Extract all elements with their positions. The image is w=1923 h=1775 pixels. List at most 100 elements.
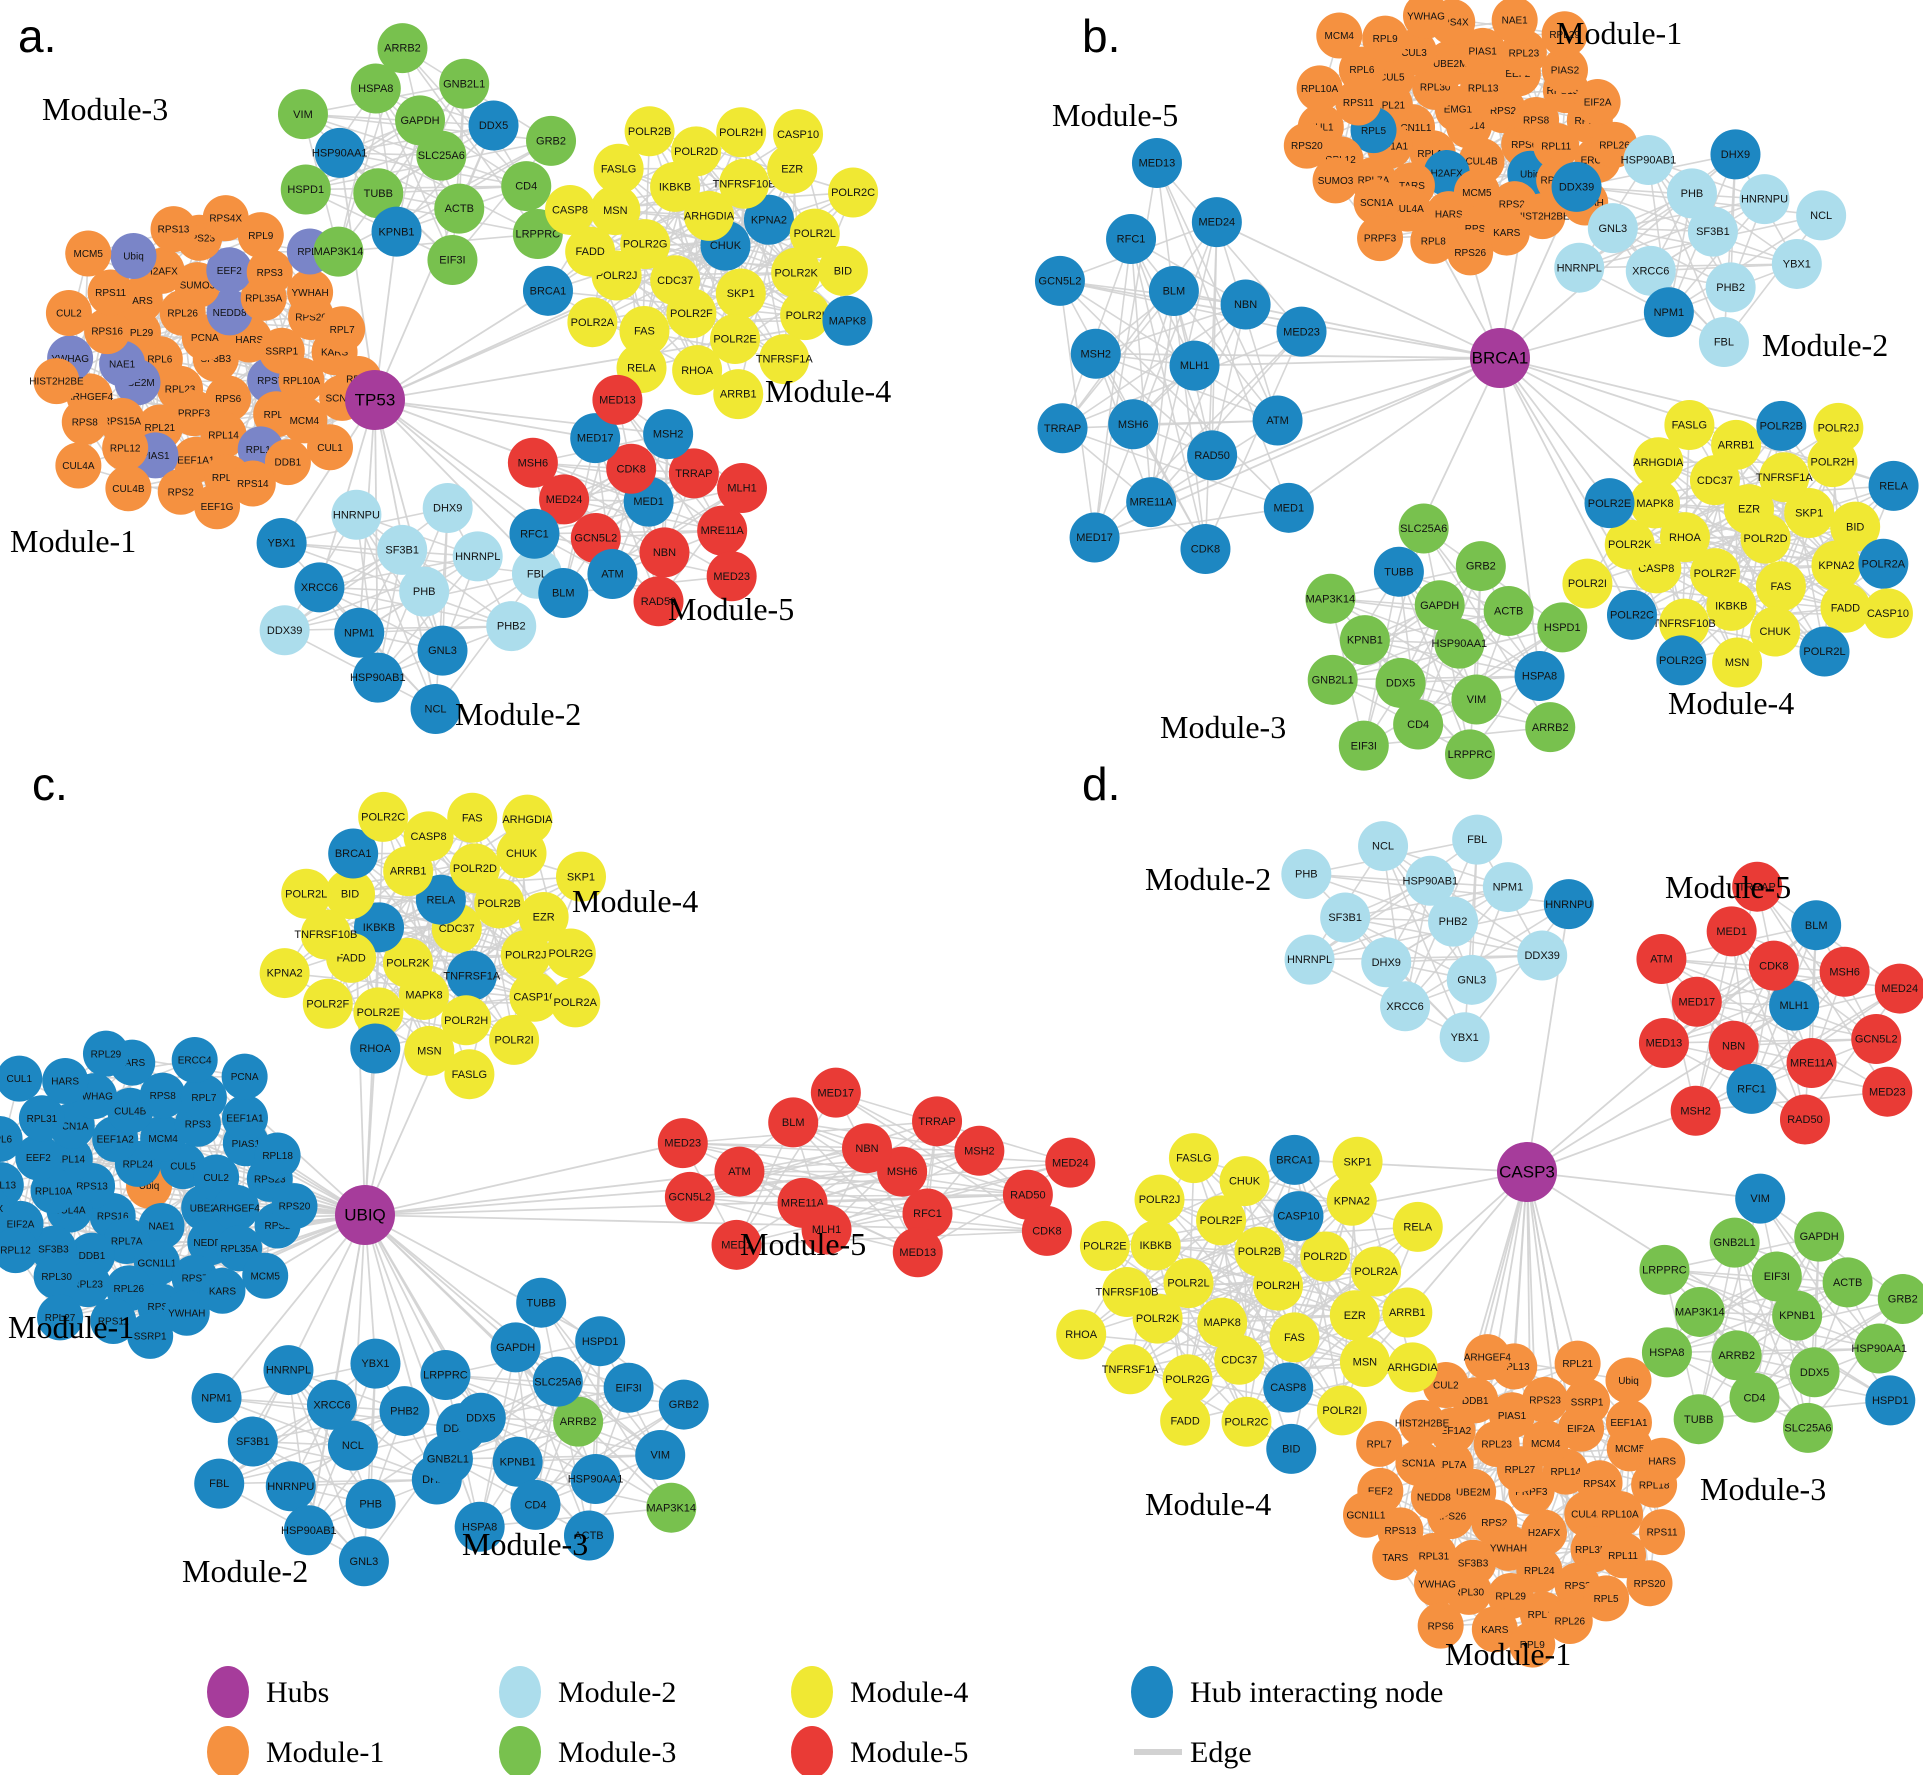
node-ARRB1[interactable]: [713, 369, 764, 420]
node-XRCC6[interactable]: [294, 562, 345, 613]
hub-node-CASP3[interactable]: [1497, 1142, 1557, 1202]
node-MED17[interactable]: [1671, 976, 1722, 1027]
node-TARS[interactable]: [1372, 1534, 1419, 1581]
node-LRPPRC[interactable]: [420, 1349, 471, 1400]
node-ERCC4[interactable]: [171, 1036, 218, 1083]
node-HNRNPL[interactable]: [1554, 242, 1605, 293]
node-RPL8[interactable]: [1410, 217, 1457, 264]
node-POLR2I[interactable]: [1316, 1385, 1367, 1436]
node-POLR2L[interactable]: [789, 208, 840, 259]
node-MSN[interactable]: [1339, 1337, 1390, 1388]
node-TRRAP[interactable]: [912, 1096, 963, 1147]
node-DDX5[interactable]: [1789, 1347, 1840, 1398]
node-PHB2[interactable]: [379, 1386, 430, 1437]
node-RPL9[interactable]: [1509, 1621, 1556, 1668]
node-VIM[interactable]: [277, 89, 328, 140]
node-NBN[interactable]: [1220, 279, 1271, 330]
node-NBN[interactable]: [842, 1123, 893, 1174]
hub-node-TP53[interactable]: [345, 370, 405, 430]
node-RHOA[interactable]: [350, 1023, 401, 1074]
node-EZR[interactable]: [1724, 484, 1775, 535]
node-RELA[interactable]: [415, 874, 466, 925]
node-CHUK[interactable]: [1750, 606, 1801, 657]
node-RFC1[interactable]: [1106, 214, 1157, 265]
node-HNRNPU[interactable]: [265, 1461, 316, 1512]
node-POLR2E[interactable]: [1079, 1220, 1130, 1271]
node-KARS[interactable]: [1483, 209, 1530, 256]
node-POLR2H[interactable]: [716, 107, 767, 158]
node-RPS20[interactable]: [1626, 1560, 1673, 1607]
node-ATM[interactable]: [587, 549, 638, 600]
node-POLR2I[interactable]: [489, 1014, 540, 1065]
node-CASP8[interactable]: [1263, 1362, 1314, 1413]
node-EIF3I[interactable]: [1751, 1251, 1802, 1302]
node-GNB2L1[interactable]: [439, 58, 490, 109]
node-GNB2L1[interactable]: [1709, 1217, 1760, 1268]
node-PHB2[interactable]: [486, 601, 537, 652]
node-FASLG[interactable]: [444, 1049, 495, 1100]
node-TNFRSF1A[interactable]: [759, 334, 810, 385]
node-TNFRSF1A[interactable]: [1759, 452, 1810, 503]
node-BRCA1[interactable]: [522, 265, 573, 316]
node-HSPD1[interactable]: [280, 164, 331, 215]
node-YBX1[interactable]: [350, 1338, 401, 1389]
node-POLR2F[interactable]: [302, 978, 353, 1029]
node-NPM1[interactable]: [191, 1373, 242, 1424]
node-CASP10[interactable]: [1273, 1191, 1324, 1242]
node-ACTB[interactable]: [1822, 1257, 1873, 1308]
node-HSPD1[interactable]: [1537, 602, 1588, 653]
node-CASP10[interactable]: [773, 109, 824, 160]
node-SLC25A6[interactable]: [1782, 1402, 1833, 1453]
node-FADD[interactable]: [1160, 1395, 1211, 1446]
node-RPS20[interactable]: [271, 1183, 318, 1230]
node-HSP90AB1[interactable]: [283, 1505, 334, 1556]
node-RPL26[interactable]: [1546, 1598, 1593, 1645]
node-POLR2C[interactable]: [828, 167, 879, 218]
node-HARS[interactable]: [1639, 1437, 1686, 1484]
node-POLR2L[interactable]: [1163, 1258, 1214, 1309]
node-RPS11[interactable]: [90, 1298, 137, 1345]
node-HSPA8[interactable]: [454, 1501, 505, 1552]
node-SLC25A6[interactable]: [1398, 503, 1449, 554]
node-MSH2[interactable]: [954, 1125, 1005, 1176]
node-RPL31[interactable]: [18, 1095, 65, 1142]
node-POLR2G[interactable]: [545, 928, 596, 979]
node-CDK8[interactable]: [1180, 523, 1231, 574]
node-MAP3K14[interactable]: [313, 226, 364, 277]
node-MSN[interactable]: [404, 1025, 455, 1076]
node-HSPD1[interactable]: [1865, 1375, 1916, 1426]
node-RHOA[interactable]: [672, 345, 723, 396]
node-BLM[interactable]: [1148, 266, 1199, 317]
node-FASLG[interactable]: [593, 143, 644, 194]
node-TRRAP[interactable]: [1732, 861, 1783, 912]
node-MRE11A[interactable]: [1786, 1038, 1837, 1089]
node-RPL6[interactable]: [0, 1115, 23, 1162]
node-CD4[interactable]: [1729, 1372, 1780, 1423]
node-HNRNPU[interactable]: [1543, 879, 1594, 930]
node-TUBB[interactable]: [516, 1277, 567, 1328]
node-MAP3K14[interactable]: [1305, 573, 1356, 624]
node-POLR2G[interactable]: [1162, 1354, 1213, 1405]
node-YWHAG[interactable]: [1414, 1560, 1461, 1607]
node-EIF3I[interactable]: [1338, 720, 1389, 771]
node-TNFRSF10B[interactable]: [719, 158, 770, 209]
node-MAPK8[interactable]: [398, 969, 449, 1020]
node-ARRB2[interactable]: [377, 23, 428, 74]
node-POLR2I[interactable]: [780, 290, 831, 341]
node-SKP1[interactable]: [1784, 487, 1835, 538]
node-RFC1[interactable]: [1726, 1063, 1777, 1114]
node-POLR2D[interactable]: [449, 843, 500, 894]
node-BLM[interactable]: [538, 568, 589, 619]
node-RPL11[interactable]: [1533, 122, 1580, 169]
node-CASP10[interactable]: [1862, 588, 1913, 639]
node-RPL12[interactable]: [102, 424, 149, 471]
node-FAS[interactable]: [1269, 1312, 1320, 1363]
node-DDB1[interactable]: [264, 439, 311, 486]
node-SLC25A6[interactable]: [532, 1356, 583, 1407]
node-EIF2A[interactable]: [1574, 79, 1621, 126]
node-MED23[interactable]: [657, 1118, 708, 1169]
node-NPM1[interactable]: [334, 607, 385, 658]
node-MAPK8[interactable]: [822, 295, 873, 346]
node-CUL2[interactable]: [45, 290, 92, 337]
node-SF3B1[interactable]: [227, 1416, 278, 1467]
